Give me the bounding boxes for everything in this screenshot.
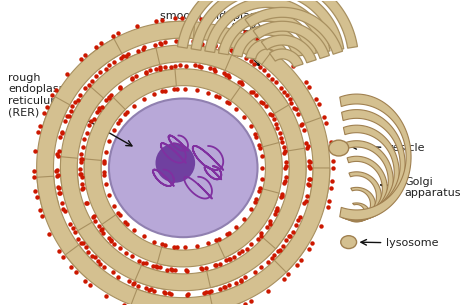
Polygon shape (36, 97, 70, 209)
Polygon shape (347, 156, 387, 221)
Text: rough
endoplasmic
reticulum
(RER): rough endoplasmic reticulum (RER) (8, 73, 132, 146)
Ellipse shape (341, 236, 356, 249)
Polygon shape (253, 21, 329, 59)
Polygon shape (342, 109, 405, 220)
Polygon shape (87, 21, 195, 70)
Ellipse shape (329, 140, 349, 156)
Text: vesicle: vesicle (351, 143, 425, 153)
Polygon shape (65, 245, 164, 305)
Polygon shape (78, 222, 167, 289)
Polygon shape (84, 98, 125, 177)
Polygon shape (261, 35, 316, 63)
Polygon shape (191, 0, 344, 50)
Polygon shape (60, 157, 109, 255)
Polygon shape (263, 148, 306, 249)
Polygon shape (345, 141, 393, 221)
Polygon shape (135, 262, 239, 291)
Polygon shape (43, 39, 122, 131)
Polygon shape (246, 39, 289, 59)
Polygon shape (292, 89, 330, 200)
Polygon shape (163, 21, 272, 65)
Polygon shape (157, 235, 240, 267)
Polygon shape (344, 125, 399, 221)
Polygon shape (218, 78, 279, 147)
Polygon shape (353, 203, 369, 222)
Polygon shape (37, 176, 98, 278)
Text: smooth endoplasmic
reticulum (SER): smooth endoplasmic reticulum (SER) (160, 11, 276, 66)
Polygon shape (177, 0, 357, 48)
Polygon shape (351, 187, 375, 222)
Polygon shape (349, 172, 382, 221)
Polygon shape (218, 189, 279, 258)
Polygon shape (237, 34, 321, 124)
Polygon shape (102, 215, 176, 267)
Polygon shape (73, 48, 160, 120)
Polygon shape (340, 94, 411, 220)
Circle shape (155, 143, 195, 183)
Polygon shape (127, 45, 232, 74)
Text: Golgi
apparatus: Golgi apparatus (381, 177, 461, 199)
Ellipse shape (109, 99, 257, 237)
Polygon shape (274, 168, 330, 272)
Text: lysosome: lysosome (361, 238, 439, 248)
Polygon shape (207, 216, 293, 288)
Polygon shape (131, 286, 244, 305)
Polygon shape (210, 238, 307, 305)
Polygon shape (232, 25, 303, 57)
Polygon shape (258, 81, 306, 179)
Polygon shape (258, 126, 283, 210)
Polygon shape (84, 159, 125, 238)
Polygon shape (205, 0, 330, 52)
Polygon shape (157, 69, 240, 101)
Polygon shape (245, 7, 343, 54)
Polygon shape (200, 46, 289, 113)
Polygon shape (270, 49, 303, 67)
Polygon shape (219, 11, 316, 55)
Polygon shape (102, 69, 176, 121)
Polygon shape (60, 87, 103, 188)
